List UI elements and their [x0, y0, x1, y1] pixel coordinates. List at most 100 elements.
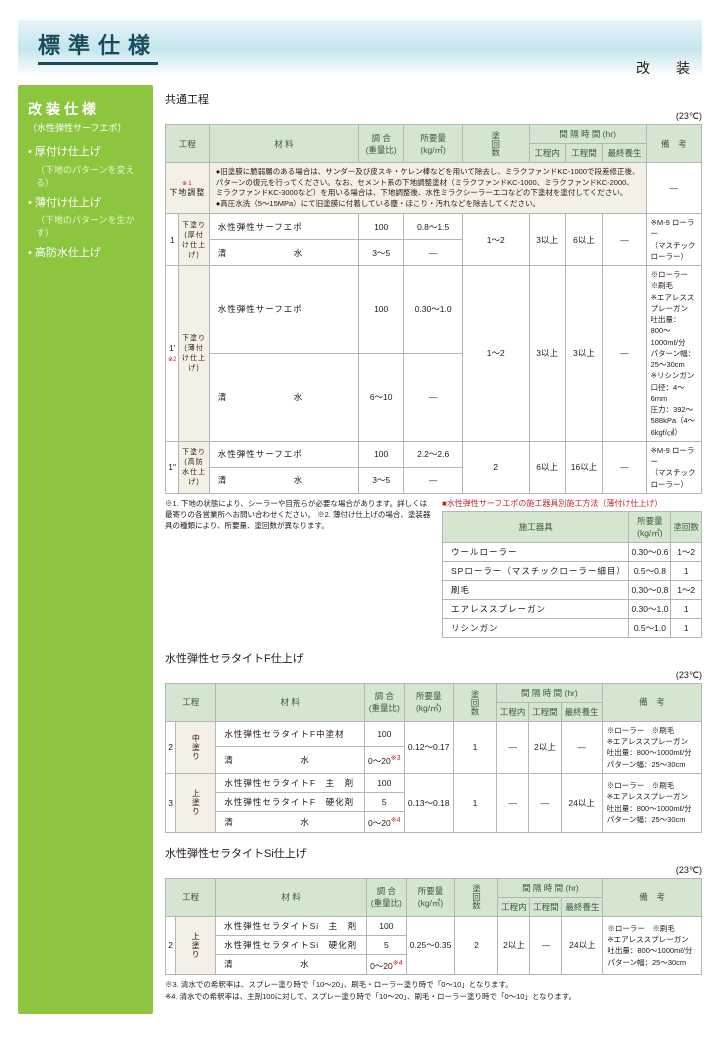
- th-kaisu: 塗回数: [462, 125, 529, 163]
- k1: —: [497, 773, 529, 832]
- sth: 施工器具: [443, 511, 629, 542]
- mat: 水性弾性セラタイトF中塗材: [216, 721, 365, 746]
- section3-title: 水性弾性セラタイトSi仕上げ: [165, 845, 702, 861]
- k3: —: [603, 214, 646, 266]
- th: 材 料: [216, 878, 367, 916]
- c: 0〜20※4: [367, 954, 406, 975]
- biko: ※ローラー ※刷毛 ※エアレススプレーガン 吐出量：800〜1000mℓ/分 パ…: [602, 773, 701, 832]
- sc: 0.30〜0.6: [629, 542, 671, 561]
- header-banner: 標準仕様: [18, 20, 702, 77]
- s: 0.8〜1.5: [404, 214, 463, 240]
- th: 工程: [166, 878, 216, 916]
- section2-temp: (23℃): [165, 670, 702, 681]
- sidebar-item: 薄付け仕上げ: [28, 195, 143, 212]
- cell: —: [646, 163, 701, 214]
- sc: 1: [671, 561, 702, 580]
- k2: 16以上: [565, 441, 603, 493]
- th: 工程間: [529, 702, 561, 721]
- subtable-wrap: ■水性弾性サーフエポの施工器具別施工方法（薄付け仕上げ） 施工器具所要量 (kg…: [442, 498, 702, 638]
- mat: 水性弾性セラタイトF 硬化剤: [216, 792, 365, 811]
- sc: 0.30〜1.0: [629, 599, 671, 618]
- kaisu: 2: [462, 441, 529, 493]
- k1: 3以上: [529, 266, 565, 442]
- c: 0〜20※3: [364, 746, 404, 773]
- kaisu: 1〜2: [462, 266, 529, 442]
- sidebar-item: 高防水仕上げ: [28, 245, 143, 262]
- c: 6〜10: [359, 353, 404, 441]
- c: 100: [359, 441, 404, 467]
- th: 塗回数: [453, 683, 496, 721]
- sc: 1: [671, 599, 702, 618]
- th-chogo: 調 合 (重量比): [359, 125, 404, 163]
- mat: 水性弾性セラタイトSi 硬化剤: [216, 935, 367, 954]
- th: 最終養生: [562, 897, 603, 916]
- kaisu: 1: [453, 721, 496, 773]
- k1: 2以上: [498, 916, 530, 975]
- k2: 6以上: [565, 214, 603, 266]
- th-zairyo: 材 料: [209, 125, 358, 163]
- sc: 1〜2: [671, 542, 702, 561]
- th: 備 考: [602, 683, 701, 721]
- mat: 水性弾性セラタイトF 主 剤: [216, 773, 365, 792]
- sc: 1〜2: [671, 580, 702, 599]
- kaisu: 2: [455, 916, 498, 975]
- mat: 清 水: [216, 811, 365, 832]
- prep-label: ※1下地調整: [166, 163, 210, 214]
- content: 共通工程 (23℃) 工程 材 料 調 合 (重量比) 所要量 (kg/㎡) 塗…: [165, 85, 702, 1014]
- s: 0.13〜0.18: [404, 773, 453, 832]
- biko: ※M-9 ローラー （マスチックローラー）: [646, 441, 701, 493]
- sc: SPローラー（マスチックローラー細目）: [443, 561, 629, 580]
- sidebar-note: （下地のパターンを生かす）: [36, 213, 143, 239]
- sth: 塗回数: [671, 511, 702, 542]
- page-title: 標準仕様: [38, 28, 158, 65]
- sth: 所要量 (kg/㎡): [629, 511, 671, 542]
- k2: 2以上: [529, 721, 561, 773]
- sub: 下塗り(高防水仕上げ): [179, 441, 209, 493]
- biko: ※ローラー ※刷毛 ※エアレススプレーガン 吐出量：800〜1000mℓ/分 パ…: [603, 916, 702, 975]
- section3-table: 工程 材 料 調 合 (重量比) 所要量 (kg/㎡) 塗回数 間 隔 時 間 …: [165, 878, 702, 976]
- s: —: [404, 353, 463, 441]
- sub: 下塗り(厚付け仕上げ): [179, 214, 209, 266]
- c: 3〜5: [359, 240, 404, 266]
- mat: 水性弾性セラタイトSi 主 剤: [216, 916, 367, 935]
- c: 100: [364, 773, 404, 792]
- th: 最終養生: [561, 702, 602, 721]
- th: 工程内: [497, 702, 529, 721]
- sidebar-note: （下地のパターンを変える）: [36, 163, 143, 189]
- section1-title: 共通工程: [165, 91, 702, 107]
- k3: 24以上: [561, 773, 602, 832]
- idx: 2: [166, 721, 176, 773]
- section3-temp: (23℃): [165, 865, 702, 876]
- mat: 清 水: [209, 467, 358, 493]
- s: 2.2〜2.6: [404, 441, 463, 467]
- th-koutei: 工程: [166, 125, 210, 163]
- th-k3: 最終養生: [603, 144, 646, 163]
- idx: 1: [166, 214, 179, 266]
- sc: ウールローラー: [443, 542, 629, 561]
- c: 100: [364, 721, 404, 746]
- kaisu: 1: [453, 773, 496, 832]
- th: 材 料: [216, 683, 365, 721]
- sc: 0.5〜1.0: [629, 618, 671, 637]
- k1: 3以上: [529, 214, 565, 266]
- subtable-title: ■水性弾性サーフエポの施工器具別施工方法（薄付け仕上げ）: [442, 498, 702, 509]
- k3: —: [603, 441, 646, 493]
- k2: —: [529, 773, 561, 832]
- th: 間 隔 時 間 (hr): [498, 878, 603, 897]
- kaisu: 1〜2: [462, 214, 529, 266]
- k2: 3以上: [565, 266, 603, 442]
- idx: 2: [166, 916, 176, 975]
- k1: —: [497, 721, 529, 773]
- s: 0.25〜0.35: [406, 916, 455, 975]
- sc: 0.30〜0.8: [629, 580, 671, 599]
- sub: 上塗り: [176, 916, 216, 975]
- sub: 下塗り(薄付け仕上げ): [179, 266, 209, 442]
- c: 3〜5: [359, 467, 404, 493]
- th: 工程内: [498, 897, 530, 916]
- sc: エアレススプレーガン: [443, 599, 629, 618]
- sidebar: 改装仕様 （水性弾性サーフエポ） 厚付け仕上げ （下地のパターンを変える） 薄付…: [18, 85, 153, 1014]
- k1: 6以上: [529, 441, 565, 493]
- th: 調 合 (重量比): [367, 878, 406, 916]
- idx: 1'※2: [166, 266, 179, 442]
- subtable: 施工器具所要量 (kg/㎡)塗回数 ウールローラー0.30〜0.61〜2 SPロ…: [442, 511, 702, 638]
